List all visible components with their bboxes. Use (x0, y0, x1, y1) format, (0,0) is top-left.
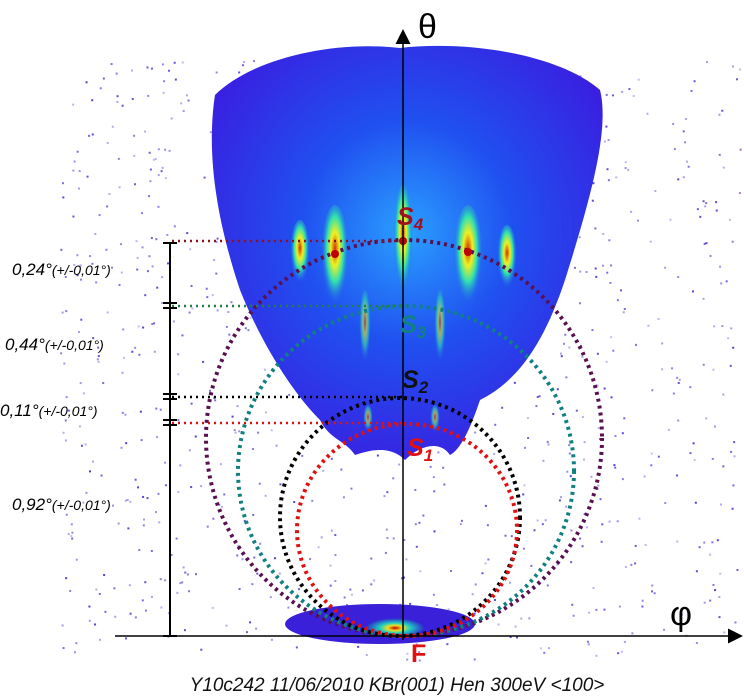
spot-index: 2 (418, 378, 429, 397)
angle: 0,11° (0, 401, 39, 420)
measurement: 0,44°(+/-0,01°) (5, 335, 104, 354)
measurement: 0,92°(+/-0,01°) (12, 495, 111, 514)
specular-spot (365, 618, 425, 638)
error: (+/-0,01°) (52, 262, 111, 278)
angle: 0,92° (12, 495, 52, 514)
angle: 0,44° (5, 335, 45, 354)
spot-label: S1 (407, 434, 433, 465)
angle: 0,24° (12, 260, 52, 279)
error: (+/-0,01°) (45, 337, 104, 353)
reference-lines (172, 239, 403, 425)
spot-label: S4 (397, 203, 424, 234)
measurement: 0,24°(+/-0,01°) (12, 260, 111, 279)
spot-index: 4 (413, 215, 424, 234)
diffraction-streaks (290, 185, 517, 435)
measurement-labels: 0,24°(+/-0,01°)0,44°(+/-0,01°)0,11°(+/-0… (0, 260, 111, 514)
caption: Y10c242 11/06/2010 KBr(001) Hen 300eV <1… (190, 675, 605, 696)
error: (+/-0,01°) (52, 497, 111, 513)
spot-index: 1 (424, 446, 433, 465)
spot-letter: S (400, 311, 417, 339)
phi-label: φ (670, 595, 692, 633)
error: (+/-0,01°) (39, 403, 98, 419)
spot-letter: S (397, 203, 414, 231)
spot-index: 3 (417, 323, 427, 342)
theta-label: θ (418, 8, 437, 46)
spot-letter: S (402, 366, 419, 394)
scale-bar (163, 242, 177, 637)
spot-letter: S (407, 434, 424, 462)
specular-label: F (411, 640, 426, 668)
spot-label: S2 (402, 366, 429, 397)
measurement: 0,11°(+/-0,01°) (0, 401, 98, 420)
spot-label: S3 (400, 311, 427, 342)
